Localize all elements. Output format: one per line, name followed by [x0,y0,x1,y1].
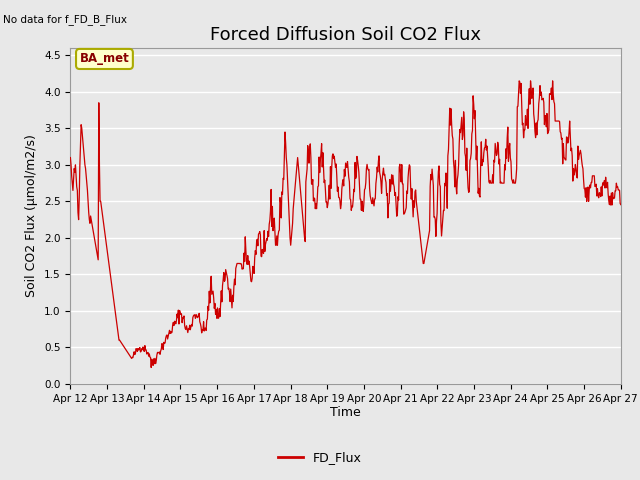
Text: No data for f_FD_B_Flux: No data for f_FD_B_Flux [3,14,127,25]
Y-axis label: Soil CO2 Flux (µmol/m2/s): Soil CO2 Flux (µmol/m2/s) [26,134,38,298]
X-axis label: Time: Time [330,407,361,420]
Legend: FD_Flux: FD_Flux [273,446,367,469]
Text: BA_met: BA_met [79,52,129,65]
Title: Forced Diffusion Soil CO2 Flux: Forced Diffusion Soil CO2 Flux [210,25,481,44]
